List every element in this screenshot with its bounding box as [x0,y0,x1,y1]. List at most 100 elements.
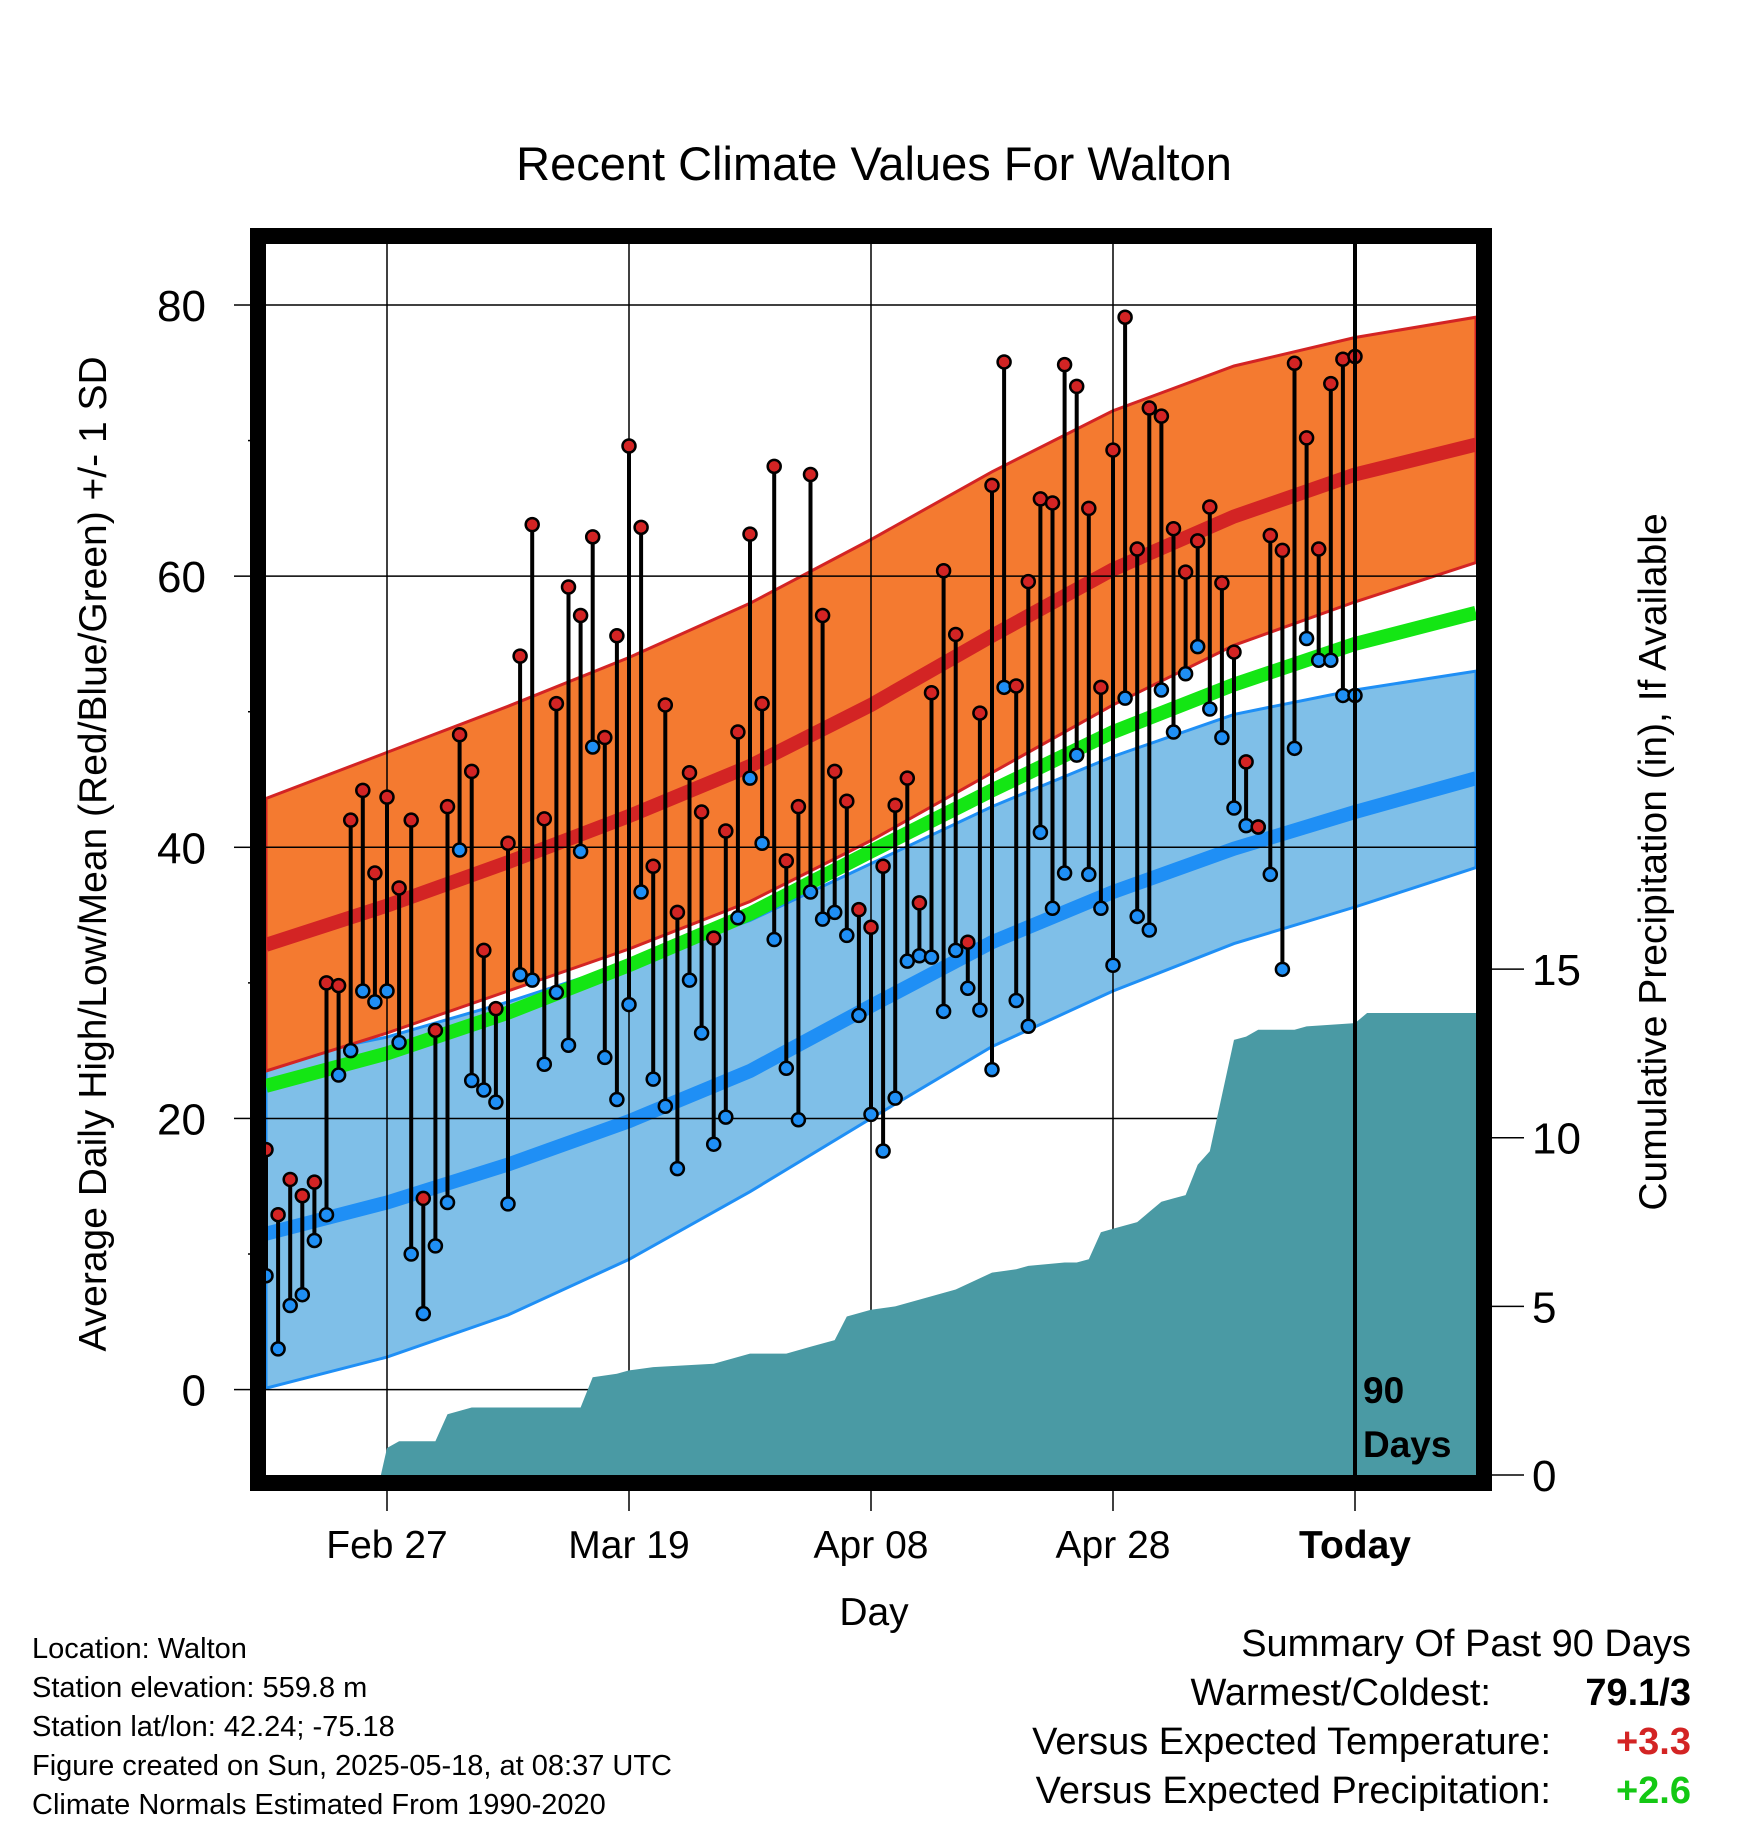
daily-low-point [1093,900,1109,917]
daily-high-point [439,798,456,815]
daily-high-point [1117,309,1133,325]
daily-high-point [1165,520,1182,537]
daily-low-point [935,1003,952,1020]
daily-low-point [1202,701,1218,717]
daily-low-point [1298,630,1315,647]
y-tick-label-right: 10 [1532,1115,1581,1164]
daily-low-point [391,1034,407,1051]
daily-high-point [693,804,710,820]
daily-high-point [1250,819,1266,835]
summary-precip-row: Versus Expected Precipitation: +2.6 [791,1767,1691,1816]
daily-high-point [742,526,758,542]
plot-content: 90 Days [266,244,1476,1475]
y-tick-label-left: 60 [157,553,206,602]
daily-low-point [439,1194,456,1211]
summary-title-text: Summary Of Past 90 Days [1241,1623,1691,1665]
daily-high-point [863,919,879,936]
daily-low-point [693,1025,710,1041]
daily-low-point [826,904,843,921]
daily-low-point [657,1098,674,1114]
daily-low-point [742,770,758,786]
daily-high-point [1068,378,1085,395]
daily-low-point [342,1042,359,1059]
daily-high-point [367,865,383,881]
daily-high-point [584,529,601,545]
daily-high-point [403,812,419,828]
daily-high-point [318,975,335,991]
x-tick-label: Apr 08 [814,1524,929,1567]
daily-high-point [1335,351,1351,367]
daily-low-point [415,1305,432,1322]
daily-low-point [476,1082,492,1098]
daily-high-point [899,770,916,786]
daily-high-point [1044,495,1061,511]
y-axis-label-left: Average Daily High/Low/Mean (Red/Blue/Gr… [72,356,115,1351]
daily-low-point [1286,740,1303,757]
daily-low-point [1323,652,1339,668]
summary-temp-row: Versus Expected Temperature: +3.3 [791,1718,1691,1767]
plot-frame [250,228,1492,1491]
daily-low-point [839,927,855,944]
daily-high-point [947,626,964,643]
daily-low-point [730,910,746,926]
daily-low-point [790,1112,807,1128]
daily-low-point [621,996,637,1013]
daily-low-point [899,953,916,969]
daily-high-point [391,880,407,896]
daily-low-point [1177,666,1194,682]
daily-high-point [718,823,734,839]
daily-low-point [355,983,371,999]
daily-low-point [633,884,649,900]
daily-low-point [597,1049,613,1066]
summary-panel: Summary Of Past 90 Days Warmest/Coldest:… [791,1620,1691,1816]
precip-area [266,1013,1476,1475]
daily-low-point [451,842,468,858]
axes: 0 20 40 60 80 0 5 10 15 Feb 27 Mar 19 Apr 08 Apr 28 T… [157,228,1581,1567]
daily-low-point [1008,992,1024,1009]
daily-high-point [887,797,903,814]
daily-high-point [294,1187,311,1204]
daily-high-point [1129,541,1145,557]
y-axis-label-right: Cumulative Precipitation (in), If Availa… [1632,513,1675,1210]
x-tick-label: Apr 28 [1056,1524,1171,1567]
daily-high-point [1262,527,1279,544]
daily-high-point [330,977,347,994]
daily-high-point [1310,541,1327,557]
daily-low-point [1044,900,1061,917]
x-axis-label: Day [839,1591,909,1634]
daily-low-point [947,942,964,959]
daily-high-point [488,1000,504,1017]
y-tick-label-right: 15 [1532,946,1581,995]
daily-high-point [1105,442,1121,458]
daily-high-point [355,782,371,799]
daily-low-point [560,1037,577,1053]
station-latlon: Station lat/lon: 42.24; -75.18 [32,1711,395,1743]
daily-high-point [778,853,795,869]
daily-high-point [923,684,940,701]
y-tick-label-left: 20 [157,1095,206,1144]
daily-high-point [500,835,516,851]
summary-title: Summary Of Past 90 Days [791,1620,1691,1669]
daily-high-point [826,763,843,780]
daily-high-point [560,579,577,595]
daily-low-point [306,1232,323,1249]
daily-high-point [1008,678,1024,694]
daily-low-point [960,980,976,997]
daily-high-point [1177,564,1194,580]
daily-high-point [266,1141,274,1158]
daily-low-point [1226,800,1242,816]
daily-high-point [621,438,637,454]
daily-low-point [1153,682,1170,698]
daily-high-point [681,764,698,781]
daily-low-point [1056,865,1073,881]
daily-low-point [609,1091,625,1108]
daily-low-point [718,1109,734,1125]
daily-high-point [1141,400,1158,416]
y-tick-label-right: 0 [1532,1452,1556,1501]
chart-title: Recent Climate Values For Walton [516,137,1232,190]
daily-high-point [814,607,831,624]
daily-low-point [572,843,589,860]
daily-high-point [476,942,492,959]
summary-warmest-row: Warmest/Coldest: 79.1/3 [791,1669,1691,1718]
daily-high-point [1153,408,1170,424]
